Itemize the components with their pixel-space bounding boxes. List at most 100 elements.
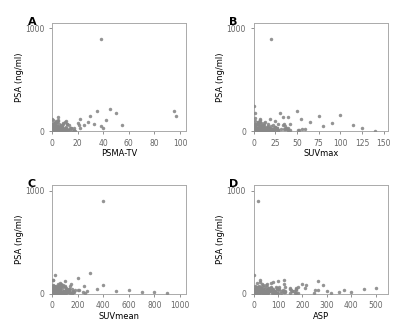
Point <box>56 127 62 132</box>
Point <box>258 128 265 133</box>
Point <box>61 290 67 295</box>
Point <box>251 126 257 132</box>
Point <box>251 126 258 131</box>
Point <box>287 286 293 291</box>
Point <box>49 125 56 130</box>
Point <box>265 127 271 132</box>
Point <box>275 127 281 132</box>
Point <box>50 286 56 292</box>
Point <box>251 288 258 294</box>
Point <box>256 289 262 295</box>
Point <box>255 126 262 131</box>
Point <box>252 290 258 296</box>
Point <box>81 122 87 128</box>
Point <box>50 278 56 283</box>
Point <box>272 290 279 296</box>
Point <box>256 285 263 290</box>
Point <box>58 128 65 133</box>
Point <box>49 121 56 127</box>
Point <box>55 289 62 294</box>
Point <box>51 126 57 131</box>
Point <box>50 288 56 293</box>
Point <box>281 277 288 282</box>
Point <box>252 286 258 291</box>
Point <box>257 117 263 123</box>
Point <box>51 290 57 296</box>
Point <box>258 125 264 131</box>
Point <box>62 287 69 292</box>
Point <box>270 290 276 296</box>
Point <box>94 108 100 114</box>
Point <box>60 290 66 295</box>
Point <box>283 125 289 131</box>
Text: B: B <box>230 16 238 27</box>
Point <box>49 127 56 133</box>
Point <box>270 290 276 295</box>
Point <box>258 120 264 126</box>
Point <box>287 127 293 132</box>
Point <box>337 112 344 117</box>
Point <box>56 283 62 288</box>
Point <box>77 116 83 122</box>
Point <box>263 128 270 133</box>
Point <box>299 282 306 287</box>
Point <box>257 278 263 283</box>
Point <box>281 289 287 294</box>
Point <box>49 127 56 132</box>
Point <box>268 287 275 293</box>
Point <box>84 288 90 293</box>
Point <box>51 120 58 125</box>
Point <box>58 123 65 129</box>
Point <box>50 287 57 292</box>
Point <box>51 124 57 129</box>
Point <box>50 128 56 133</box>
Point <box>51 289 58 294</box>
Point <box>302 282 309 287</box>
Point <box>251 127 258 132</box>
Point <box>251 121 258 126</box>
Point <box>54 124 60 129</box>
Point <box>51 120 58 126</box>
Point <box>55 126 62 131</box>
Point <box>50 288 56 293</box>
Point <box>251 286 258 291</box>
Point <box>55 289 62 295</box>
Point <box>276 110 283 116</box>
Point <box>254 290 261 295</box>
Point <box>50 124 56 129</box>
Point <box>280 289 287 295</box>
Point <box>261 127 268 132</box>
Point <box>275 279 281 284</box>
Point <box>271 288 278 294</box>
Point <box>320 123 326 129</box>
Point <box>62 126 68 131</box>
Point <box>294 284 301 289</box>
Point <box>259 128 266 133</box>
Point <box>49 287 55 292</box>
Point <box>52 290 58 296</box>
Point <box>50 287 56 293</box>
Point <box>51 123 57 128</box>
Point <box>251 289 257 294</box>
Point <box>263 290 269 295</box>
Point <box>258 286 265 291</box>
Text: D: D <box>230 179 239 189</box>
Point <box>252 287 259 293</box>
Point <box>55 124 61 130</box>
Point <box>53 290 60 296</box>
Point <box>50 128 57 133</box>
Point <box>54 127 60 132</box>
Point <box>262 126 268 131</box>
Point <box>50 125 56 130</box>
Point <box>49 289 56 294</box>
Point <box>254 280 260 285</box>
Point <box>311 290 318 295</box>
Point <box>51 287 58 292</box>
Point <box>56 287 63 293</box>
Point <box>252 287 258 292</box>
Point <box>54 289 61 294</box>
Point <box>252 128 258 133</box>
Point <box>53 288 59 294</box>
Point <box>72 128 78 133</box>
Point <box>274 125 280 131</box>
